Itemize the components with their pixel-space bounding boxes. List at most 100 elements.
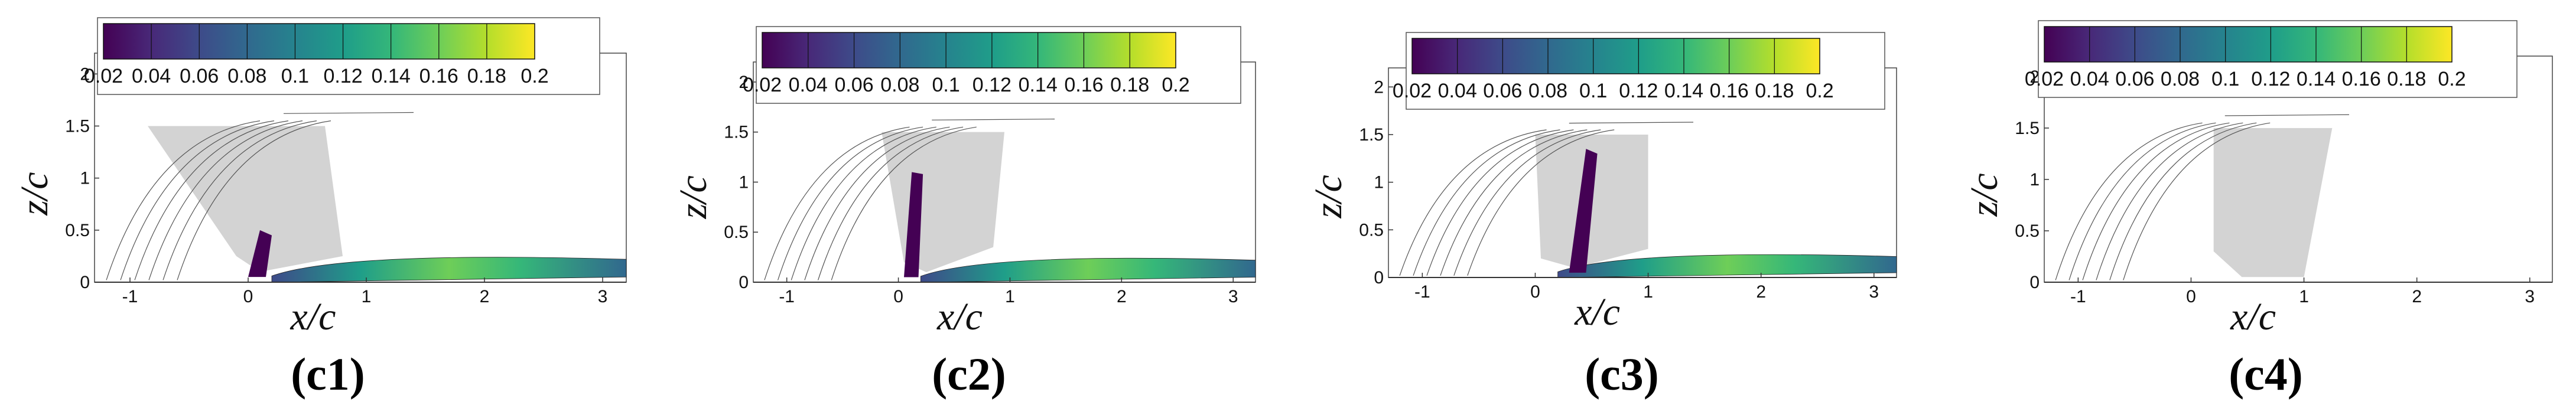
shaded-region xyxy=(882,132,1004,273)
x-tick-label: -1 xyxy=(1414,282,1430,302)
colorbar-tick-label: 0.02 xyxy=(2025,68,2064,90)
contour-line xyxy=(2082,122,2230,280)
y-tick-label: 1.5 xyxy=(724,123,749,142)
contour-line xyxy=(106,120,261,280)
y-tick-label: 2 xyxy=(1374,77,1384,97)
contour-line xyxy=(932,119,1055,120)
contour-line xyxy=(817,126,964,280)
wake-region xyxy=(1557,254,1897,278)
y-tick-label: 2 xyxy=(739,73,749,92)
x-tick-label: 2 xyxy=(1756,282,1766,302)
x-tick-label: 2 xyxy=(2412,287,2422,306)
y-axis-title: z/c xyxy=(13,172,56,215)
contour-line xyxy=(2109,122,2257,280)
x-tick-label: 3 xyxy=(1869,282,1879,302)
contour-line xyxy=(1440,129,1588,276)
panel-(c1): -1 0 1 2 3 0 0.5 1 1.5 2 x/c z/c 0.02 0.04 0.06 0.08 0.1… xyxy=(13,17,627,400)
colorbar-tick-label: 0.06 xyxy=(2115,68,2154,90)
colorbar-tick-label: 0.16 xyxy=(419,65,458,87)
y-axis-title: z/c xyxy=(1307,175,1350,218)
colorbar-tick-label: 0.18 xyxy=(1110,74,1149,96)
colorbar-tick-label: 0.08 xyxy=(227,65,266,87)
contour-line xyxy=(1413,129,1560,276)
colorbar xyxy=(1411,38,1820,74)
colorbar-tick-label: 0.04 xyxy=(1438,80,1477,102)
colorbar-tick-label: 0.02 xyxy=(743,74,782,96)
contour-line xyxy=(2055,122,2203,280)
x-tick-label: 3 xyxy=(2525,287,2535,306)
x-axis-title: x/c xyxy=(2230,295,2276,338)
y-tick-label: 0 xyxy=(80,273,90,292)
colorbar-tick-label: 0.04 xyxy=(132,65,171,87)
y-tick-label: 1 xyxy=(1374,173,1384,192)
contour-line xyxy=(791,126,936,280)
colorbar xyxy=(103,23,535,60)
plate-region xyxy=(248,230,272,277)
colorbar-tick-label: 0.02 xyxy=(1393,80,1432,102)
contour-line xyxy=(2096,122,2243,280)
colorbar-tick-label: 0.12 xyxy=(323,65,362,87)
colorbar-tick-label: 0.2 xyxy=(1162,74,1189,96)
x-tick-label: -1 xyxy=(122,287,138,306)
panel-(c2): -1 0 1 2 3 0 0.5 1 1.5 2 x/c z/c 0.02 0.04 0.06 0.08 0.1… xyxy=(672,26,1256,400)
colorbar-tick-label: 0.14 xyxy=(1664,80,1703,102)
y-axis-title: z/c xyxy=(1963,173,2006,217)
x-axis-title: x/c xyxy=(936,295,983,338)
colorbar-tick-label: 0.14 xyxy=(372,65,411,87)
contour-line xyxy=(148,120,303,280)
contour-line xyxy=(177,120,331,280)
colorbar-tick-label: 0.1 xyxy=(281,65,309,87)
colorbar-tick-label: 0.06 xyxy=(1483,80,1522,102)
shaded-region xyxy=(2213,128,2333,277)
y-tick-label: 2 xyxy=(80,64,90,84)
colorbar-tick-label: 0.2 xyxy=(521,65,548,87)
y-tick-label: 1 xyxy=(80,169,90,188)
x-axis-title: x/c xyxy=(290,295,336,338)
panel-label: (c3) xyxy=(1585,348,1659,400)
colorbar-tick-label: 0.04 xyxy=(2070,68,2109,90)
x-tick-label: 0 xyxy=(1530,282,1540,302)
y-tick-label: 0.5 xyxy=(2015,221,2040,241)
x-tick-label: 1 xyxy=(362,287,372,306)
panel-label: (c2) xyxy=(932,348,1006,400)
y-tick-label: 2 xyxy=(2029,67,2040,87)
contour-line xyxy=(120,120,275,280)
contour-line xyxy=(162,120,317,280)
colorbar-tick-label: 0.1 xyxy=(932,74,960,96)
y-tick-label: 1.5 xyxy=(1359,125,1384,145)
colorbar-tick-label: 0.06 xyxy=(834,74,873,96)
colorbar-tick-label: 0.1 xyxy=(1579,80,1607,102)
x-tick-label: 2 xyxy=(480,287,490,306)
colorbar-tick-label: 0.06 xyxy=(180,65,219,87)
y-tick-label: 0 xyxy=(1374,268,1384,288)
colorbar-tick-label: 0.14 xyxy=(1019,74,1058,96)
y-tick-label: 0 xyxy=(739,273,749,292)
colorbar-tick-label: 0.18 xyxy=(1755,80,1794,102)
x-tick-label: 1 xyxy=(2299,287,2309,306)
colorbar-tick-label: 0.12 xyxy=(972,74,1011,96)
x-tick-label: -1 xyxy=(2070,287,2086,306)
panel-(c3): -1 0 1 2 3 0 0.5 1 1.5 2 x/c z/c 0.02 0.04 0.06 0.08 0.1… xyxy=(1307,32,1897,400)
contour-line xyxy=(134,120,289,280)
x-tick-label: 0 xyxy=(243,287,253,306)
colorbar-tick-label: 0.12 xyxy=(1619,80,1658,102)
colorbar xyxy=(2044,26,2453,63)
colorbar-tick-label: 0.16 xyxy=(1710,80,1749,102)
x-tick-label: 0 xyxy=(893,287,903,306)
colorbar-tick-label: 0.08 xyxy=(2161,68,2200,90)
contour-line xyxy=(1453,129,1601,276)
contour-line xyxy=(1426,129,1574,276)
colorbar-tick-label: 0.04 xyxy=(789,74,828,96)
colorbar-tick-label: 0.14 xyxy=(2297,68,2336,90)
x-tick-label: 0 xyxy=(2186,287,2196,306)
contour-line xyxy=(2224,114,2350,116)
colorbar-tick-label: 0.1 xyxy=(2211,68,2239,90)
contour-line xyxy=(777,126,923,280)
x-tick-label: 3 xyxy=(1228,287,1238,306)
contour-line xyxy=(283,112,414,114)
y-tick-label: 1 xyxy=(739,172,749,192)
x-tick-label: -1 xyxy=(779,287,795,306)
y-axis-title: z/c xyxy=(672,175,715,219)
panel-(c4): -1 0 1 2 3 0 0.5 1 1.5 2 x/c z/c 0.02 0.04 0.06 0.08 0.1… xyxy=(1963,20,2553,400)
